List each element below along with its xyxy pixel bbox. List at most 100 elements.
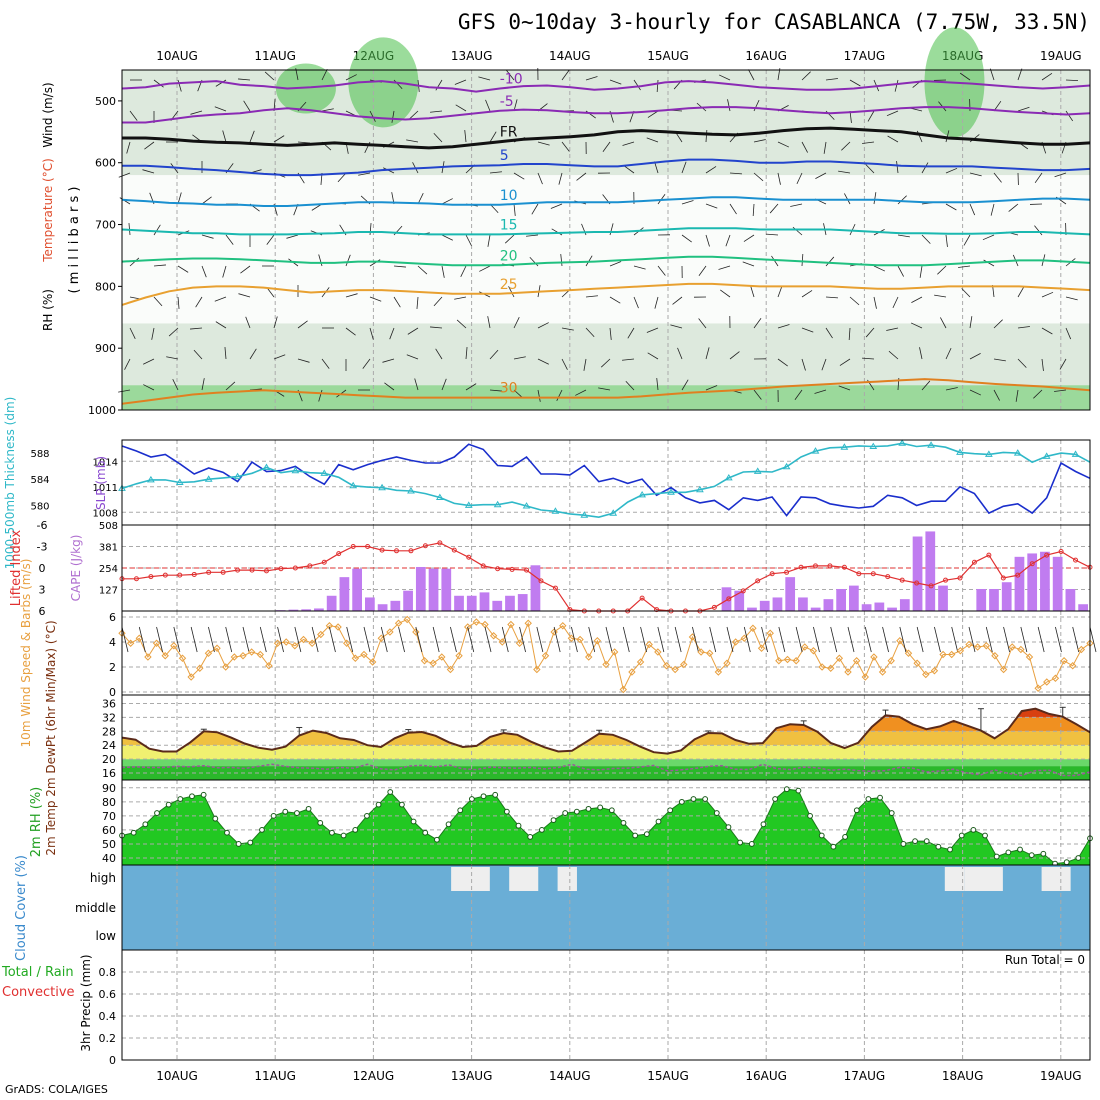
wind-barb — [729, 203, 737, 215]
wind-barb — [1041, 291, 1054, 298]
li-marker — [466, 554, 472, 560]
rh-marker — [247, 839, 254, 846]
cloud-level-label: middle — [75, 901, 116, 915]
wind-barb — [526, 234, 539, 237]
li-marker — [509, 566, 515, 572]
wind-barb — [937, 265, 947, 275]
wind-barb — [753, 139, 766, 143]
cape-bar — [836, 588, 846, 611]
wind-barb — [647, 352, 659, 360]
tick-label: 40 — [102, 852, 116, 865]
wind-barb — [951, 626, 959, 653]
wind-barb — [193, 349, 203, 360]
wind-barb — [450, 626, 457, 653]
wind-barb — [892, 296, 899, 309]
li-marker — [740, 588, 746, 594]
wind-barb — [622, 626, 630, 653]
thickness-marker — [233, 472, 242, 480]
wind-marker — [412, 628, 420, 636]
wind-marker — [783, 655, 792, 664]
wind-marker — [982, 642, 990, 650]
rh-marker — [923, 838, 930, 845]
wind-barb — [1017, 68, 1023, 81]
wind-barb — [489, 171, 502, 174]
wind-barb — [692, 626, 699, 653]
rh-marker — [142, 821, 149, 828]
wind-barb — [537, 322, 549, 329]
wind-barb — [238, 78, 251, 81]
wind-barb — [886, 327, 899, 331]
slp-line — [121, 443, 1091, 517]
wind-barb — [531, 203, 539, 215]
wind-barb — [240, 265, 251, 274]
thickness-marker — [464, 501, 473, 508]
wind-barb — [777, 172, 781, 185]
rh-marker — [725, 824, 732, 831]
wind-barb — [1089, 626, 1097, 653]
rh-marker — [259, 827, 265, 833]
wind-marker — [991, 652, 999, 660]
wind-marker — [809, 647, 818, 655]
wind-marker — [965, 640, 973, 649]
wind-marker — [948, 650, 956, 659]
cape-bar — [899, 599, 910, 611]
tick-label: 580 — [30, 501, 49, 512]
cape-bar — [912, 536, 923, 611]
li-marker — [495, 566, 501, 572]
li-marker — [769, 571, 775, 577]
cape-bar — [466, 595, 477, 611]
wind-marker — [420, 657, 429, 665]
wind-barb — [537, 172, 543, 185]
wind-barb — [674, 626, 682, 653]
wind-barb — [118, 172, 131, 178]
wind-barb — [225, 626, 233, 653]
wind-barb — [561, 358, 568, 370]
wind-barb — [138, 626, 146, 653]
wind-marker — [377, 634, 385, 642]
li-marker — [552, 585, 558, 591]
li-marker — [812, 563, 818, 569]
wind-marker — [256, 650, 264, 659]
wind-marker — [723, 659, 731, 667]
li-marker — [379, 547, 385, 553]
wind-barb — [624, 165, 635, 174]
rh-marker — [492, 791, 499, 798]
wind-barb — [985, 626, 993, 653]
cape-bar — [1052, 556, 1063, 611]
rh-marker — [620, 819, 627, 826]
wind-barb — [681, 379, 689, 391]
date-label-bottom: 19AUG — [1040, 1069, 1082, 1083]
wind-marker — [757, 644, 766, 652]
thickness-marker — [435, 493, 444, 501]
rh-marker — [993, 853, 1000, 860]
wind-barb — [910, 322, 923, 329]
wind-barb — [838, 385, 851, 391]
wind-barb — [969, 353, 981, 360]
wind-barb — [519, 626, 526, 653]
wind-marker — [170, 642, 178, 650]
wind-barb — [849, 296, 860, 306]
wind-barb — [769, 203, 779, 214]
cape-bar — [1001, 582, 1012, 611]
wind-barb — [1003, 626, 1010, 653]
li-marker — [755, 578, 761, 584]
wind-barb — [583, 358, 587, 371]
wind-barb — [698, 265, 707, 276]
wind-barb — [993, 319, 1003, 329]
wind-barb — [940, 317, 947, 329]
thickness-marker — [320, 469, 329, 476]
wind-barb — [862, 141, 875, 144]
wind-marker — [343, 639, 351, 647]
tick-label: 1008 — [93, 508, 118, 519]
li-marker — [350, 544, 356, 549]
wind-barb — [465, 234, 472, 246]
wind-barb — [963, 234, 971, 246]
wind-barb — [345, 293, 358, 298]
rh-marker — [900, 841, 907, 847]
rh-marker — [748, 841, 755, 847]
contour-line — [121, 255, 1091, 267]
wind-marker — [360, 650, 368, 659]
wind-barb — [801, 327, 814, 333]
wind-barb — [143, 384, 155, 391]
wind-barb — [753, 99, 760, 112]
